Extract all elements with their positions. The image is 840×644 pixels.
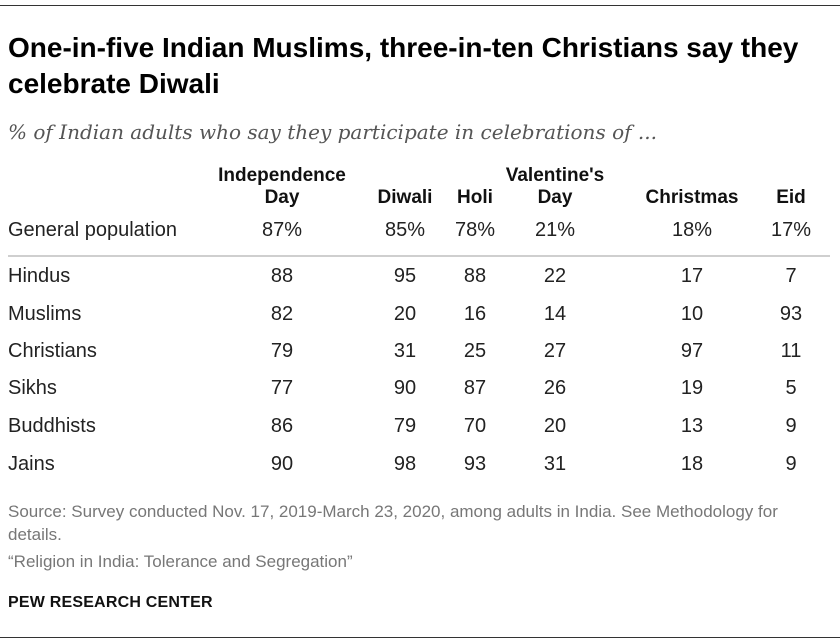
table-cell-value: 21%	[534, 219, 576, 241]
table-cell-value: 31	[543, 453, 567, 475]
table-cell-value: 90	[393, 377, 417, 399]
table-cell-value: 85%	[384, 219, 426, 241]
table-cell-value: 88	[270, 265, 294, 287]
table-cell-value: 20	[393, 303, 417, 325]
column-header-line1: Independence	[218, 165, 346, 186]
row-label: General population	[8, 219, 178, 241]
column-header-line2: Diwali	[377, 187, 433, 208]
table-cell-value: 87%	[261, 219, 303, 241]
column-header: Holi	[400, 165, 550, 209]
row-label: Jains	[8, 453, 55, 475]
table-cell-value: 17	[680, 265, 704, 287]
column-header: Diwali	[330, 165, 480, 209]
organization-name: PEW RESEARCH CENTER	[8, 594, 213, 611]
table-cell-value: 5	[785, 377, 797, 399]
column-header-line2: Eid	[776, 187, 806, 208]
table-cell-value: 9	[785, 453, 797, 475]
source-note: Source: Survey conducted Nov. 17, 2019-M…	[8, 502, 778, 544]
table-cell-value: 17%	[770, 219, 812, 241]
chart-subtitle: % of Indian adults who say they particip…	[8, 120, 657, 144]
column-header: Valentine's Day	[480, 165, 630, 209]
table-cell-value: 95	[393, 265, 417, 287]
row-label: Buddhists	[8, 415, 96, 437]
table-cell-value: 82	[270, 303, 294, 325]
column-header: Independence Day	[207, 165, 357, 209]
table-cell-value: 79	[270, 340, 294, 362]
row-label: Hindus	[8, 265, 71, 287]
table-cell-value: 18%	[671, 219, 713, 241]
table-cell-value: 16	[463, 303, 487, 325]
table-cell-value: 78%	[454, 219, 496, 241]
table-cell-value: 93	[779, 303, 803, 325]
row-label: Sikhs	[8, 377, 57, 399]
table-cell-value: 26	[543, 377, 567, 399]
table-cell-value: 10	[680, 303, 704, 325]
column-header-line2: Day	[264, 187, 300, 208]
table-cell-value: 87	[463, 377, 487, 399]
column-header-line2: Day	[537, 187, 573, 208]
top-rule	[0, 5, 840, 6]
table-cell-value: 11	[780, 340, 802, 362]
table-cell-value: 77	[270, 377, 294, 399]
table-cell-value: 19	[680, 377, 704, 399]
chart-title: One-in-five Indian Muslims, three-in-ten…	[8, 32, 799, 99]
table-cell-value: 93	[463, 453, 487, 475]
column-header: Christmas	[617, 165, 767, 209]
column-header-line2: Christmas	[645, 187, 739, 208]
table-cell-value: 79	[393, 415, 417, 437]
table-cell-value: 18	[680, 453, 704, 475]
table-cell-value: 90	[270, 453, 294, 475]
row-label: Muslims	[8, 303, 82, 325]
table-cell-value: 14	[543, 303, 567, 325]
table-cell-value: 88	[463, 265, 487, 287]
table-cell-value: 27	[543, 340, 567, 362]
table-cell-value: 97	[680, 340, 704, 362]
header-row-divider	[8, 255, 830, 257]
column-header-line2: Holi	[457, 187, 493, 208]
column-header-line1	[716, 165, 840, 187]
table-cell-value: 98	[393, 453, 417, 475]
table-cell-value: 20	[543, 415, 567, 437]
bottom-rule	[0, 637, 840, 638]
column-header: Eid	[716, 165, 840, 209]
report-title: “Religion in India: Tolerance and Segreg…	[8, 552, 353, 571]
row-label: Christians	[8, 340, 97, 362]
table-cell-value: 86	[270, 415, 294, 437]
table-cell-value: 70	[463, 415, 487, 437]
table-cell-value: 22	[543, 265, 567, 287]
column-header-line1: Valentine's	[505, 165, 605, 186]
table-cell-value: 7	[785, 265, 797, 287]
table-cell-value: 31	[393, 340, 417, 362]
table-cell-value: 25	[463, 340, 487, 362]
table-cell-value: 9	[785, 415, 797, 437]
table-cell-value: 13	[680, 415, 704, 437]
